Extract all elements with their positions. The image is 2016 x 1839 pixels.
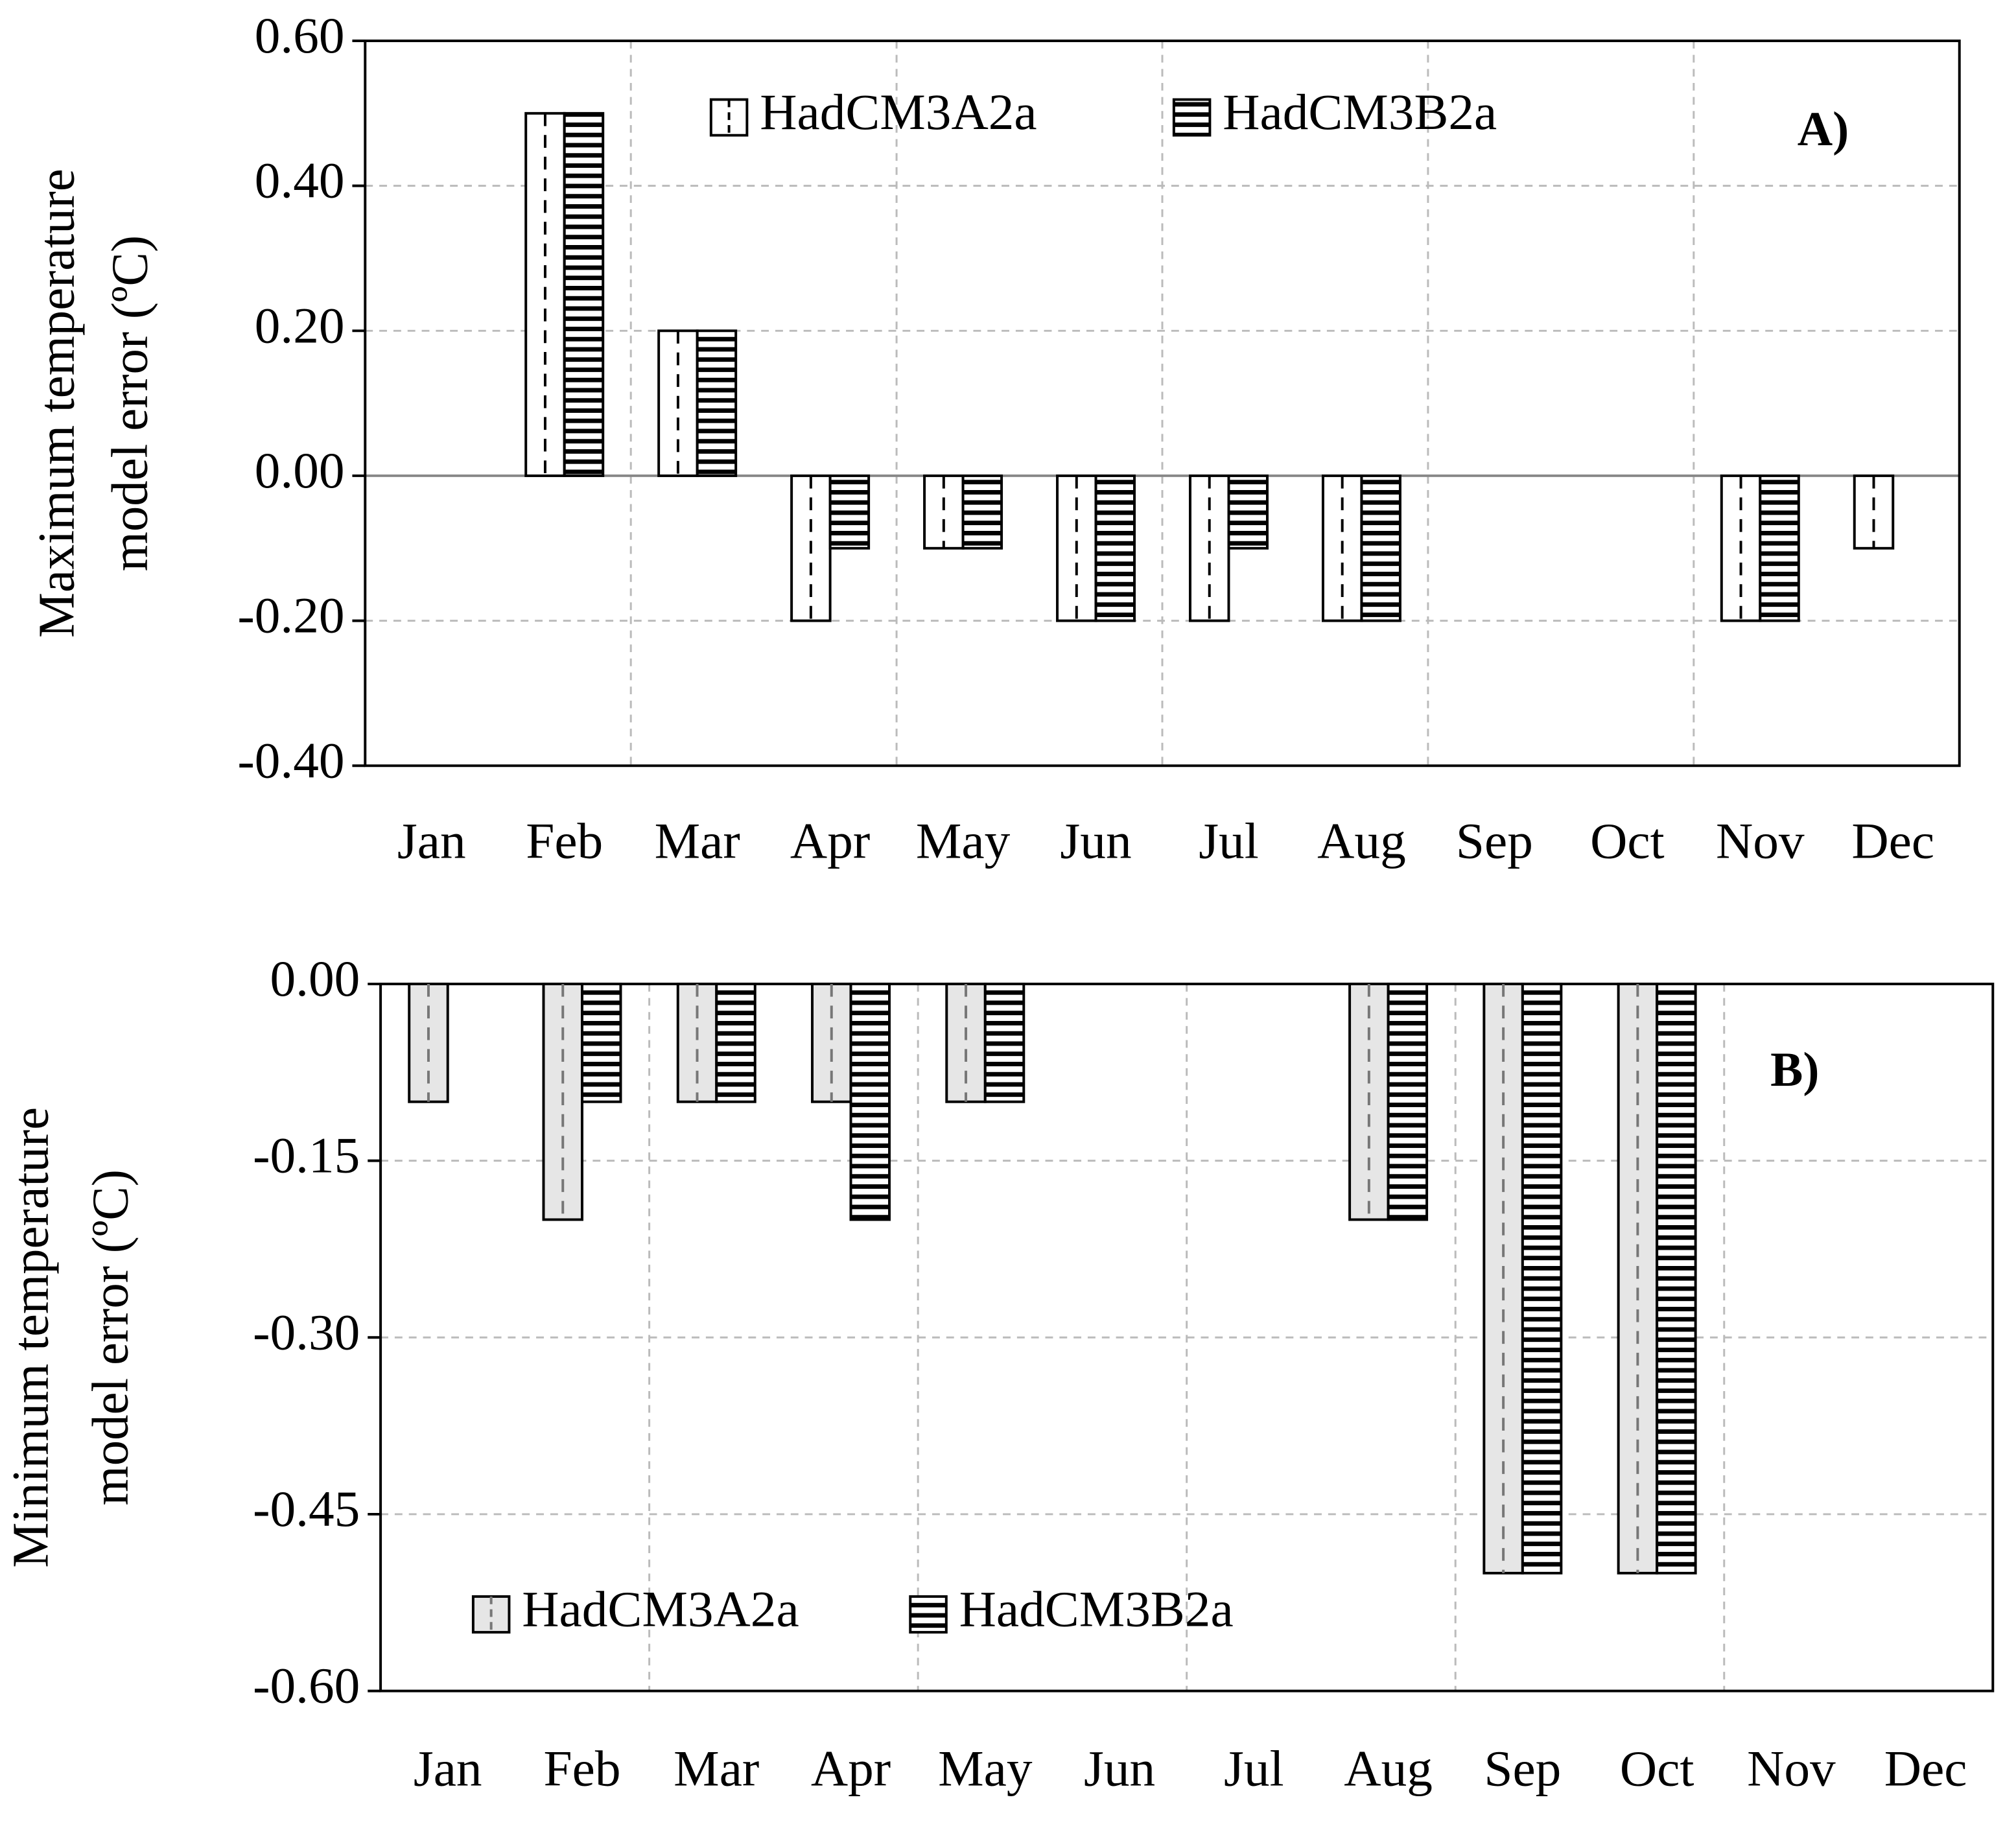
- bar: [849, 982, 891, 1221]
- x-tick-label: Apr: [811, 1741, 891, 1798]
- x-tick-label: Aug: [1344, 1741, 1433, 1798]
- bar: [945, 982, 987, 1103]
- bar: [1759, 474, 1800, 622]
- x-tick-label: Jul: [1199, 814, 1259, 870]
- y-axis-label: Maximum temperature: [29, 169, 85, 638]
- x-tick-label: Oct: [1590, 814, 1665, 870]
- y-tick-label: -0.45: [253, 1481, 360, 1538]
- bar: [1227, 474, 1269, 550]
- bar: [961, 474, 1003, 550]
- legend-label: HadCM3A2a: [522, 1582, 799, 1638]
- x-tick-label: Dec: [1851, 814, 1934, 870]
- x-tick-label: Sep: [1456, 814, 1533, 870]
- y-tick-label: 0.40: [255, 153, 345, 209]
- y-axis-label: model error (ºC): [82, 1169, 139, 1506]
- legend-label: HadCM3B2a: [959, 1582, 1234, 1638]
- x-tick-label: Nov: [1716, 814, 1805, 870]
- bar: [1521, 982, 1563, 1575]
- bar: [1360, 474, 1401, 622]
- y-tick-label: -0.15: [253, 1128, 360, 1184]
- x-tick-label: Jul: [1224, 1741, 1284, 1798]
- bar: [715, 982, 756, 1103]
- x-tick-label: Feb: [544, 1741, 621, 1798]
- x-tick-label: Nov: [1747, 1741, 1836, 1798]
- y-tick-label: -0.40: [237, 733, 344, 790]
- x-tick-label: Jun: [1060, 814, 1131, 870]
- x-tick-label: Jun: [1084, 1741, 1155, 1798]
- bar: [983, 982, 1026, 1103]
- x-tick-label: May: [916, 814, 1011, 870]
- y-axis-label: Minimum temperature: [3, 1107, 59, 1568]
- x-tick-label: Mar: [655, 814, 740, 870]
- bar: [1656, 982, 1697, 1575]
- legend-swatch: [909, 1595, 948, 1634]
- bar: [581, 982, 622, 1103]
- bar: [1387, 982, 1429, 1221]
- x-tick-label: Feb: [526, 814, 603, 870]
- x-tick-label: Jan: [397, 814, 466, 870]
- y-tick-label: -0.20: [237, 588, 344, 644]
- x-tick-label: Mar: [674, 1741, 759, 1798]
- plot-frame: [379, 982, 1995, 1693]
- y-axis-label: model error (ºC): [102, 235, 158, 572]
- bar: [811, 982, 852, 1103]
- annotation: A): [1798, 102, 1849, 156]
- annotation: B): [1770, 1043, 1819, 1097]
- y-tick-label: 0.00: [270, 951, 360, 1007]
- x-tick-label: May: [938, 1741, 1033, 1798]
- y-tick-label: -0.30: [253, 1305, 360, 1361]
- bar: [408, 982, 449, 1103]
- x-tick-label: Oct: [1620, 1741, 1694, 1798]
- plot-frame: [364, 40, 1961, 767]
- bar: [828, 474, 871, 550]
- y-tick-label: -0.60: [253, 1658, 360, 1715]
- x-tick-label: Dec: [1884, 1741, 1967, 1798]
- legend-label: HadCM3B2a: [1223, 84, 1497, 141]
- bar: [1094, 474, 1136, 622]
- y-tick-label: 0.60: [255, 8, 345, 64]
- x-tick-label: Aug: [1317, 814, 1406, 870]
- x-tick-label: Apr: [790, 814, 870, 870]
- bar: [696, 329, 738, 477]
- bar: [563, 111, 605, 477]
- x-tick-label: Jan: [414, 1741, 482, 1798]
- bar: [676, 982, 718, 1103]
- y-tick-label: 0.20: [255, 298, 345, 355]
- legend-swatch: [1172, 98, 1212, 137]
- x-tick-label: Sep: [1484, 1741, 1561, 1798]
- legend-label: HadCM3A2a: [760, 84, 1037, 141]
- y-tick-label: 0.00: [255, 443, 345, 499]
